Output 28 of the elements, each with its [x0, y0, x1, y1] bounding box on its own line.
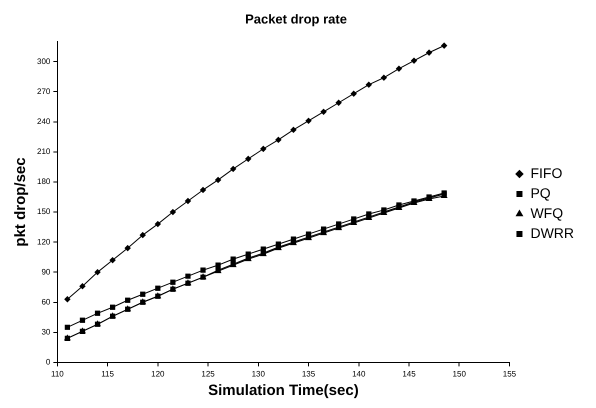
legend-label: PQ	[530, 184, 551, 201]
x-tick-label: 120	[151, 369, 166, 378]
chart-title: Packet drop rate	[245, 11, 347, 26]
y-axis-title: pkt drop/sec	[12, 157, 30, 247]
legend-label: DWRR	[530, 224, 574, 241]
y-tick-label: 240	[36, 117, 51, 126]
legend-label: WFQ	[530, 204, 564, 221]
y-tick-label: 300	[36, 56, 51, 66]
x-tick-label: 110	[50, 369, 64, 378]
y-tick-label: 270	[36, 86, 51, 96]
y-tick-label: 90	[41, 267, 51, 276]
x-tick-label: 140	[352, 369, 366, 378]
legend-label: FIFO	[530, 164, 562, 181]
y-tick-label: 0	[46, 358, 51, 367]
y-tick-label: 150	[36, 207, 51, 216]
x-tick-label: 145	[402, 369, 416, 378]
x-tick-label: 130	[252, 369, 266, 378]
y-tick-label: 210	[36, 147, 51, 156]
x-tick-label: 135	[302, 369, 316, 378]
x-tick-label: 150	[452, 369, 466, 378]
y-tick-label: 180	[36, 177, 51, 186]
y-tick-label: 30	[41, 328, 51, 337]
x-tick-label: 115	[101, 369, 115, 378]
x-axis-title: Simulation Time(sec)	[208, 382, 359, 400]
x-tick-label: 125	[201, 369, 216, 378]
y-tick-label: 60	[41, 297, 51, 306]
x-tick-label: 155	[502, 369, 517, 378]
y-tick-label: 120	[36, 237, 51, 246]
